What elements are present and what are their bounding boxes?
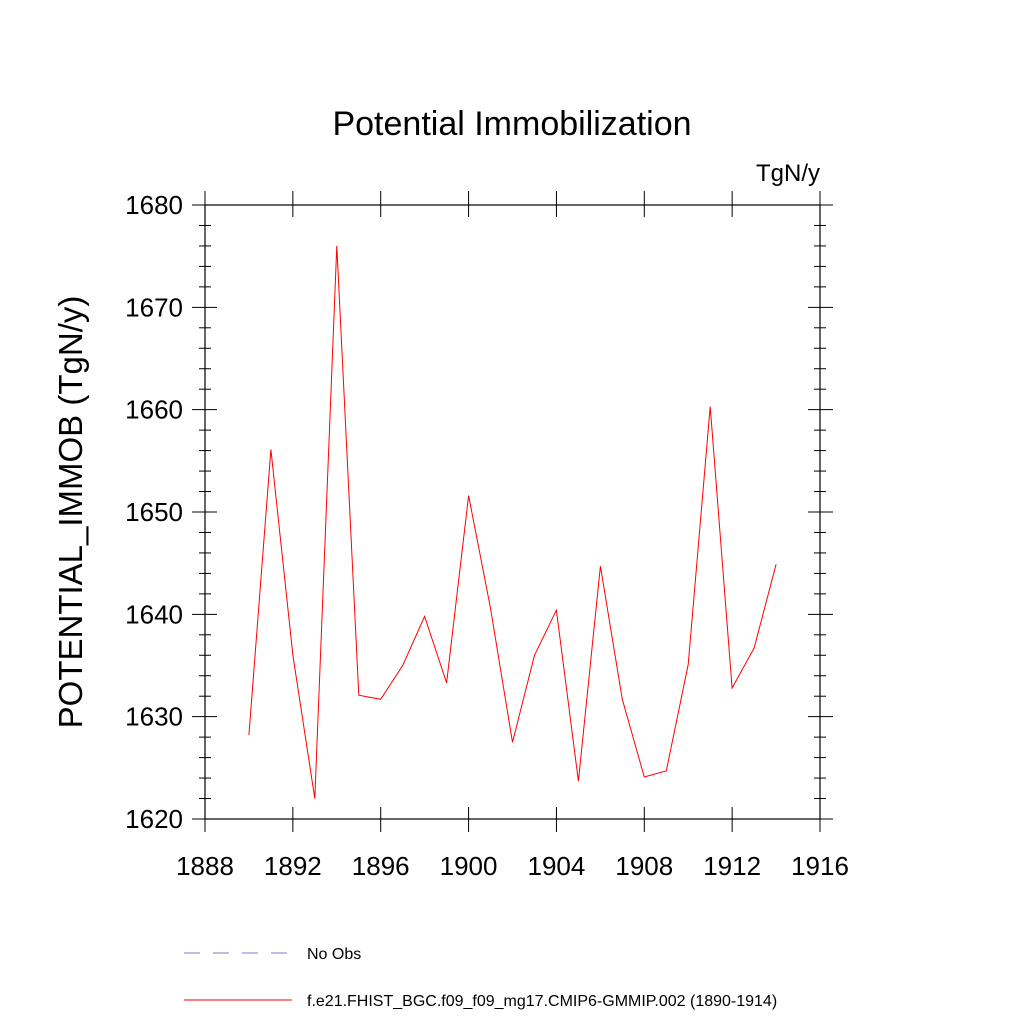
- series-group: [248, 245, 777, 799]
- legend: No Obs f.e21.FHIST_BGC.f09_f09_mg17.CMIP…: [184, 946, 777, 1010]
- y-axis-label: POTENTIAL_IMMOB (TgN/y): [52, 296, 89, 729]
- x-tick-label: 1912: [703, 851, 761, 881]
- y-tick-label: 1650: [125, 497, 183, 527]
- y-tick-label: 1630: [125, 702, 183, 732]
- x-tick-label: 1892: [264, 851, 322, 881]
- axis-ticks: [192, 191, 833, 832]
- x-tick-label: 1888: [176, 851, 234, 881]
- units-label: TgN/y: [756, 160, 820, 187]
- legend-no-obs-label: No Obs: [307, 946, 361, 963]
- x-tick-labels: 1888 1892 1896 1900 1904 1908 1912 1916: [176, 851, 849, 881]
- y-tick-label: 1670: [125, 292, 183, 322]
- x-tick-label: 1908: [615, 851, 673, 881]
- chart-title: Potential Immobilization: [332, 105, 691, 143]
- y-tick-labels: 1620 1630 1640 1650 1660 1670 1680: [125, 190, 183, 834]
- x-tick-label: 1916: [791, 851, 849, 881]
- x-tick-label: 1900: [440, 851, 498, 881]
- y-tick-label: 1620: [125, 804, 183, 834]
- legend-model-run-label: f.e21.FHIST_BGC.f09_f09_mg17.CMIP6-GMMIP…: [307, 993, 777, 1010]
- x-tick-label: 1904: [528, 851, 586, 881]
- y-tick-label: 1660: [125, 395, 183, 425]
- plot-frame: [204, 204, 821, 820]
- series-line: [248, 245, 777, 799]
- y-tick-label: 1640: [125, 599, 183, 629]
- y-tick-label: 1680: [125, 190, 183, 220]
- x-tick-label: 1896: [352, 851, 410, 881]
